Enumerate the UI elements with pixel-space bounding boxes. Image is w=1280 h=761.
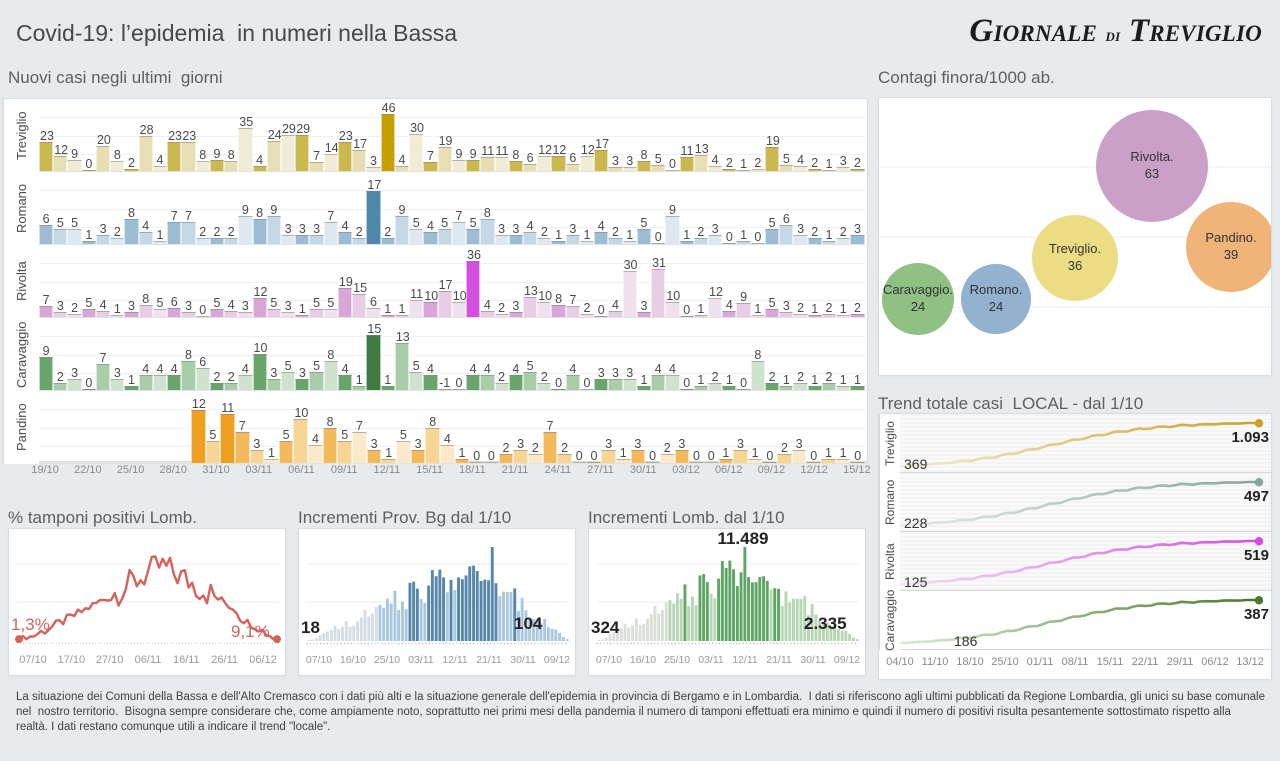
svg-text:Romano.: Romano. xyxy=(970,282,1023,297)
svg-text:16/10: 16/10 xyxy=(340,654,366,666)
svg-text:25/10: 25/10 xyxy=(664,654,690,666)
svg-text:324: 324 xyxy=(591,618,620,637)
svg-text:16/11: 16/11 xyxy=(173,654,200,666)
svg-text:06/12: 06/12 xyxy=(249,654,277,666)
svg-text:21/11: 21/11 xyxy=(476,654,502,666)
svg-text:24: 24 xyxy=(989,299,1003,314)
svg-text:Treviglio.: Treviglio. xyxy=(1049,241,1101,256)
svg-text:9,1%: 9,1% xyxy=(231,622,270,641)
svg-text:06/11: 06/11 xyxy=(135,654,162,666)
svg-text:11.489: 11.489 xyxy=(717,529,768,548)
svg-text:1,3%: 1,3% xyxy=(11,615,50,634)
svg-text:27/10: 27/10 xyxy=(96,654,124,666)
svg-text:63: 63 xyxy=(1145,166,1159,181)
svg-text:2.335: 2.335 xyxy=(804,614,847,633)
svg-text:104: 104 xyxy=(514,614,543,633)
svg-text:09/12: 09/12 xyxy=(834,654,860,666)
svg-text:12/11: 12/11 xyxy=(732,654,758,666)
svg-text:36: 36 xyxy=(1068,258,1082,273)
svg-text:25/10: 25/10 xyxy=(374,654,400,666)
svg-text:21/11: 21/11 xyxy=(766,654,792,666)
svg-text:07/10: 07/10 xyxy=(596,654,622,666)
svg-text:Rivolta.: Rivolta. xyxy=(1130,149,1173,164)
svg-text:17/10: 17/10 xyxy=(58,654,86,666)
svg-text:03/11: 03/11 xyxy=(408,654,434,666)
svg-text:16/10: 16/10 xyxy=(630,654,656,666)
svg-text:39: 39 xyxy=(1224,247,1238,262)
svg-text:Caravaggio.: Caravaggio. xyxy=(883,282,953,297)
svg-text:18: 18 xyxy=(301,618,320,637)
svg-text:03/11: 03/11 xyxy=(698,654,724,666)
svg-text:07/10: 07/10 xyxy=(19,654,47,666)
svg-text:30/11: 30/11 xyxy=(800,654,826,666)
svg-text:09/12: 09/12 xyxy=(544,654,570,666)
svg-text:26/11: 26/11 xyxy=(211,654,238,666)
svg-text:30/11: 30/11 xyxy=(510,654,536,666)
svg-text:07/10: 07/10 xyxy=(306,654,332,666)
svg-text:12/11: 12/11 xyxy=(442,654,468,666)
svg-text:Pandino.: Pandino. xyxy=(1205,230,1256,245)
svg-text:24: 24 xyxy=(911,299,925,314)
